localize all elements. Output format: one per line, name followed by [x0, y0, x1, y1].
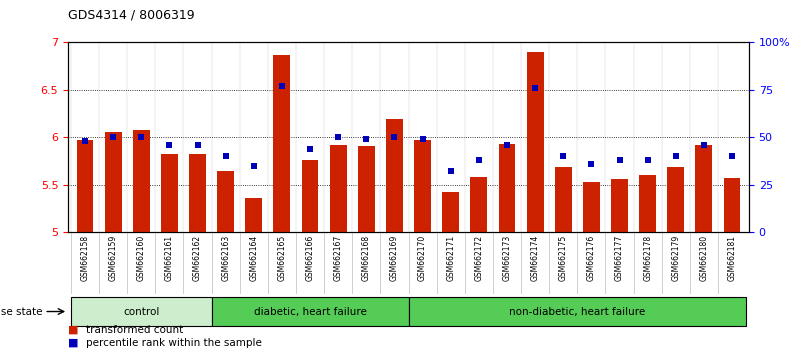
- Text: GSM662168: GSM662168: [362, 235, 371, 281]
- Point: [360, 136, 372, 142]
- Bar: [583, 182, 600, 232]
- Text: GSM662166: GSM662166: [305, 235, 315, 281]
- Text: GSM662179: GSM662179: [671, 235, 680, 281]
- Point: [78, 138, 91, 144]
- Text: GSM662159: GSM662159: [109, 235, 118, 281]
- Point: [613, 157, 626, 163]
- Text: GSM662172: GSM662172: [474, 235, 483, 281]
- Text: GSM662178: GSM662178: [643, 235, 652, 281]
- Text: GSM662163: GSM662163: [221, 235, 230, 281]
- Bar: [245, 198, 262, 232]
- Point: [135, 135, 147, 140]
- Point: [276, 83, 288, 89]
- Text: non-diabetic, heart failure: non-diabetic, heart failure: [509, 307, 646, 316]
- Text: GSM662176: GSM662176: [587, 235, 596, 281]
- Point: [670, 153, 682, 159]
- Bar: [498, 144, 515, 232]
- Text: GSM662165: GSM662165: [277, 235, 287, 281]
- Text: GSM662174: GSM662174: [530, 235, 540, 281]
- Bar: [302, 160, 319, 232]
- Text: GSM662181: GSM662181: [727, 235, 737, 281]
- Text: GSM662162: GSM662162: [193, 235, 202, 281]
- Text: GSM662170: GSM662170: [418, 235, 427, 281]
- Bar: [442, 192, 459, 232]
- Text: percentile rank within the sample: percentile rank within the sample: [86, 338, 262, 348]
- Text: GDS4314 / 8006319: GDS4314 / 8006319: [68, 8, 195, 21]
- Text: ■: ■: [68, 338, 78, 348]
- Point: [557, 153, 570, 159]
- Point: [473, 157, 485, 163]
- Text: disease state: disease state: [0, 307, 42, 316]
- Point: [726, 153, 739, 159]
- Bar: [105, 132, 122, 232]
- Text: GSM662164: GSM662164: [249, 235, 258, 281]
- Point: [445, 169, 457, 174]
- Point: [332, 135, 344, 140]
- Bar: [409, 297, 746, 326]
- Text: GSM662175: GSM662175: [559, 235, 568, 281]
- Text: GSM662173: GSM662173: [502, 235, 512, 281]
- Point: [417, 136, 429, 142]
- Point: [529, 85, 541, 91]
- Bar: [470, 177, 487, 232]
- Point: [304, 146, 316, 152]
- Point: [642, 157, 654, 163]
- Bar: [217, 171, 234, 232]
- Point: [501, 142, 513, 148]
- Bar: [695, 145, 712, 232]
- Text: transformed count: transformed count: [86, 325, 183, 335]
- Point: [163, 142, 175, 148]
- Bar: [71, 297, 211, 326]
- Bar: [667, 166, 684, 232]
- Bar: [211, 297, 409, 326]
- Text: GSM662160: GSM662160: [137, 235, 146, 281]
- Text: GSM662158: GSM662158: [80, 235, 90, 281]
- Bar: [358, 146, 375, 232]
- Text: GSM662169: GSM662169: [390, 235, 399, 281]
- Bar: [273, 55, 290, 232]
- Point: [585, 161, 598, 166]
- Text: GSM662161: GSM662161: [165, 235, 174, 281]
- Point: [388, 135, 400, 140]
- Bar: [133, 130, 150, 232]
- Point: [107, 135, 119, 140]
- Text: GSM662167: GSM662167: [334, 235, 343, 281]
- Text: control: control: [123, 307, 159, 316]
- Bar: [330, 145, 347, 232]
- Point: [219, 153, 232, 159]
- Bar: [611, 179, 628, 232]
- Bar: [723, 178, 740, 232]
- Text: ■: ■: [68, 325, 78, 335]
- Bar: [386, 119, 403, 232]
- Point: [248, 163, 260, 169]
- Text: diabetic, heart failure: diabetic, heart failure: [254, 307, 367, 316]
- Bar: [189, 154, 206, 232]
- Bar: [555, 167, 572, 232]
- Bar: [639, 175, 656, 232]
- Bar: [161, 154, 178, 232]
- Text: GSM662177: GSM662177: [615, 235, 624, 281]
- Bar: [77, 140, 94, 232]
- Text: GSM662171: GSM662171: [446, 235, 455, 281]
- Point: [191, 142, 204, 148]
- Bar: [414, 140, 431, 232]
- Bar: [527, 52, 544, 232]
- Text: GSM662180: GSM662180: [699, 235, 708, 281]
- Point: [698, 142, 710, 148]
